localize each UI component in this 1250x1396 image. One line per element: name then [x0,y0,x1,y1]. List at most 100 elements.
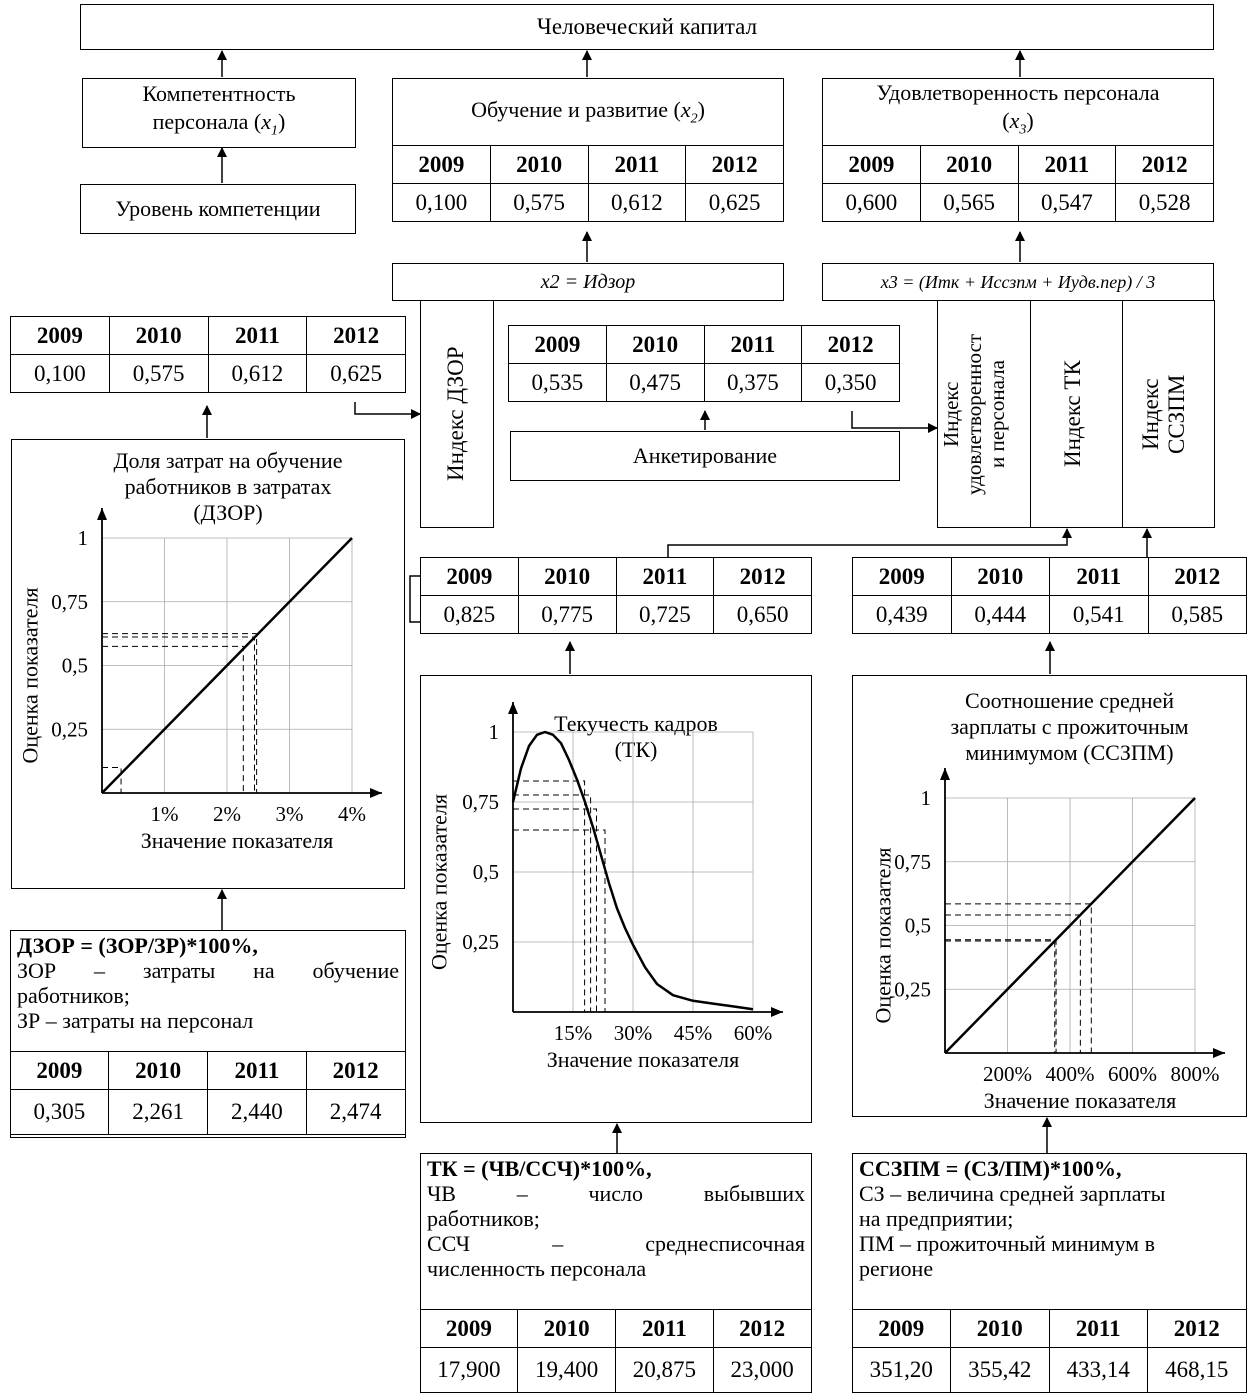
series-line [944,797,1196,1054]
chart-sszpm-panel: Соотношение средней зарплаты с прожиточны… [852,675,1247,1117]
training-title: Обучение и развитие (x2) [471,96,705,127]
formula-x3-box: x3 = (Итк + Иссзпм + Иудв.пер) / 3 [822,263,1214,301]
chart-title-line: Доля затрат на обучение [114,448,343,473]
dzor-index-year: 2011 [207,316,308,355]
satisfaction-year: 2009 [822,145,921,184]
dzor-raw-year: 2010 [108,1051,208,1090]
sszpm-formula-title: ССЗПМ = (СЗ/ПМ)*100%, [859,1156,1122,1181]
satisfaction-line1: Удовлетворенность персонала [876,80,1160,106]
training-year: 2010 [489,145,589,184]
satisfaction-table: 2009 2010 2011 2012 0,600 0,565 0,547 0,528 [822,145,1214,222]
satisfaction-box: Удовлетворенность персонала (x3) [822,78,1214,146]
tk-value: 0,650 [713,595,812,634]
survey-year: 2009 [508,325,607,364]
value-marker [102,645,244,793]
x-axis-arrow [370,788,382,798]
formula-x2: x2 = Идзор [540,270,636,293]
formula-x3: x3 = (Итк + Иссзпм + Иудв.пер) / 3 [880,271,1156,292]
sszpm-formula-line4: регионе [859,1256,934,1281]
survey-year: 2011 [703,325,803,364]
y-tick-label: 0,5 [62,654,88,678]
value-marker [945,940,1056,1053]
dzor-index-table: 2009 2010 2011 2012 0,100 0,575 0,612 0,625 [10,316,406,393]
competence-line1: Компетентность [142,81,296,107]
tk-year: 2011 [615,557,715,596]
tk-raw-value: 23,000 [712,1347,812,1393]
dzor-raw-year: 2012 [305,1051,406,1090]
y-tick-label: 0,5 [905,914,931,938]
value-marker [513,808,597,1012]
dzor-formula-line1: ЗОР – затраты на обучение [17,958,399,983]
x-tick-label: 200% [983,1062,1032,1086]
x-tick-label: 1% [151,802,179,826]
survey-box: Анкетирование [510,431,900,481]
sszpm-index-table: 2009 2010 2011 2012 0,439 0,444 0,541 0,585 [852,557,1247,634]
sszpm-raw-year: 2010 [950,1309,1050,1348]
sszpm-raw-table: 2009 2010 2011 2012 351,20 355,42 433,14 468,1… [851,1309,1247,1393]
sszpm-formula-line3: ПМ – прожиточный минимум в [859,1231,1155,1256]
chart-title-line: зарплаты с прожиточным [950,714,1188,739]
chart-title-line: Соотношение средней [965,688,1174,713]
x-tick-label: 800% [1171,1062,1220,1086]
dzor-raw-year: 2009 [9,1051,110,1090]
satisfaction-value: 0,600 [822,183,921,222]
sszpm-raw-year: 2009 [851,1309,951,1348]
dzor-raw-value: 2,474 [305,1089,406,1135]
y-tick-label: 0,25 [462,930,499,954]
satisfaction-value: 0,547 [1017,183,1117,222]
y-tick-label: 0,5 [473,860,499,884]
y-axis-arrow [97,508,107,520]
dzor-formula-box: ДЗОР = (ЗОР/ЗР)*100%, ЗОР – затраты на о… [9,930,406,1138]
sszpm-raw-value: 468,15 [1147,1347,1247,1393]
y-tick-label: 1 [78,526,89,550]
satisfaction-value: 0,528 [1115,183,1214,222]
tk-formula-line2: работников; [427,1206,540,1231]
index-sszpm-label: Индекс ССЗПМ [1138,374,1189,454]
training-value: 0,612 [587,183,687,222]
indices-box: Индекс удовлетворенност и персонала Индекс… [937,300,1215,528]
y-tick-label: 1 [489,720,500,744]
y-tick-label: 0,25 [894,977,931,1001]
dzor-index-label: Индекс ДЗОР [443,346,468,482]
satisfaction-year: 2012 [1115,145,1214,184]
value-marker [945,903,1092,1053]
survey-value: 0,375 [703,363,803,402]
x-tick-label: 600% [1108,1062,1157,1086]
y-axis-label: Оценка показателя [18,587,43,763]
survey-year: 2012 [801,325,900,364]
tk-year: 2010 [517,557,617,596]
y-tick-label: 0,75 [51,590,88,614]
x-tick-label: 15% [554,1021,593,1045]
training-box: Обучение и развитие (x2) [392,78,784,146]
dzor-raw-table: 2009 2010 2011 2012 0,305 2,261 2,440 2,474 [9,1051,406,1135]
sszpm-value: 0,444 [950,595,1050,634]
chart-title-line: минимумом (ССЗПМ) [965,740,1173,765]
satisfaction-year: 2011 [1017,145,1117,184]
sszpm-year: 2011 [1049,557,1149,596]
sszpm-raw-value: 433,14 [1048,1347,1148,1393]
chart-tk: Текучесть кадров(ТК)15% 30% 45% 60%10,750,5… [427,702,783,1072]
chart-dzor-panel: Доля затрат на обучение работников в затр… [11,439,405,889]
sszpm-year: 2009 [852,557,952,596]
y-tick-label: 0,75 [462,790,499,814]
dzor-index-year: 2009 [10,316,110,355]
sszpm-raw-year: 2011 [1048,1309,1148,1348]
tk-index-table: 2009 2010 2011 2012 0,825 0,775 0,725 0,650 [420,557,812,634]
x-tick-label: 3% [276,802,304,826]
sszpm-year: 2010 [950,557,1050,596]
tk-value: 0,775 [517,595,617,634]
competence-line2: персонала (x1) [152,109,286,139]
tk-raw-value: 17,900 [419,1347,519,1393]
training-year: 2009 [392,145,491,184]
dzor-index-box: Индекс ДЗОР [420,300,494,528]
tk-raw-year: 2009 [419,1309,519,1348]
x-axis-label: Значение показателя [547,1047,740,1072]
dzor-raw-value: 0,305 [9,1089,110,1135]
tk-raw-table: 2009 2010 2011 2012 17,900 19,400 20,875 23,00… [419,1309,812,1393]
x-axis-label: Значение показателя [141,828,334,853]
chart-title-line: (ДЗОР) [193,500,262,525]
formula-x2-box: x2 = Идзор [392,263,784,301]
index-tk-label: Индекс ТК [1060,360,1085,468]
